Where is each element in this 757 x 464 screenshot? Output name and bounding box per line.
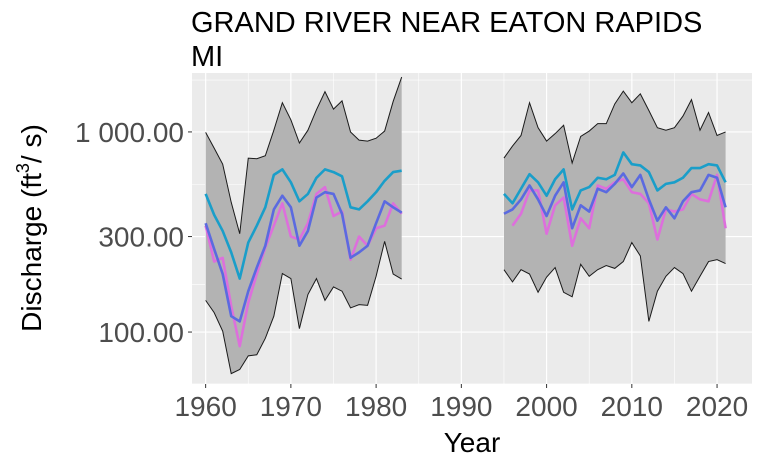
range-min-line-2 bbox=[503, 241, 726, 322]
cyan-line-2 bbox=[502, 151, 727, 211]
y-tick-label: 100.00 bbox=[98, 317, 184, 348]
x-axis-title: Year bbox=[444, 427, 501, 458]
chart-title-line-1: GRAND RIVER NEAR EATON RAPIDS bbox=[191, 7, 702, 39]
y-axis-title-tail: / s) bbox=[16, 124, 47, 163]
x-tick-label: 1960 bbox=[174, 391, 236, 422]
y-axis-title-superscript: 3 bbox=[13, 163, 33, 173]
range-min-line-1 bbox=[205, 241, 402, 375]
x-tick-label: 1980 bbox=[345, 391, 407, 422]
magenta-line-2 bbox=[511, 173, 727, 248]
blue-line-1 bbox=[204, 190, 403, 323]
x-tick-label: 2010 bbox=[601, 391, 663, 422]
blue-line-2 bbox=[503, 172, 727, 230]
x-tick-label: 2000 bbox=[515, 391, 577, 422]
chart-title-line-2: MI bbox=[191, 41, 223, 73]
axis-ticks: 1960 1970 1980 1990 2000 2010 2020 100.00 300.00… bbox=[75, 117, 748, 422]
x-tick-label: 2020 bbox=[686, 391, 748, 422]
y-axis-title: Discharge (ft3/ s) bbox=[13, 124, 47, 332]
y-tick-label: 1 000.00 bbox=[75, 117, 184, 148]
x-tick-label: 1970 bbox=[260, 391, 322, 422]
x-tick-label: 1990 bbox=[430, 391, 492, 422]
range-max-line-1 bbox=[205, 76, 403, 234]
range-band-2 bbox=[503, 91, 726, 322]
y-axis-title-main: Discharge (ft bbox=[16, 173, 47, 332]
range-band-1 bbox=[205, 77, 402, 374]
data-series bbox=[204, 76, 727, 375]
range-max-line-2 bbox=[503, 90, 726, 165]
y-tick-label: 300.00 bbox=[98, 222, 184, 253]
cyan-line-1 bbox=[204, 168, 402, 280]
